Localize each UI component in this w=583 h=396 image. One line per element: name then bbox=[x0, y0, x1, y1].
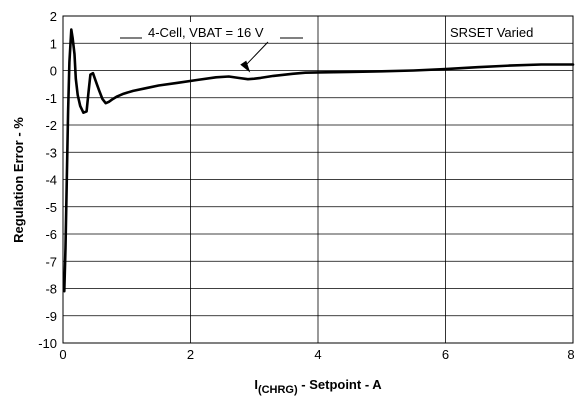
y-axis-title: Regulation Error - % bbox=[11, 117, 26, 243]
x-tick-label: 4 bbox=[314, 347, 321, 362]
x-axis-title-rest: - Setpoint - A bbox=[298, 377, 383, 392]
x-tick-label: 2 bbox=[187, 347, 194, 362]
y-tick-label: -10 bbox=[38, 336, 57, 351]
annotation-text: 4-Cell, VBAT = 16 V bbox=[148, 25, 264, 40]
y-tick-label: 1 bbox=[50, 36, 57, 51]
y-tick-label: -4 bbox=[45, 173, 57, 188]
y-tick-label: -8 bbox=[45, 282, 57, 297]
y-tick-label: -2 bbox=[45, 118, 57, 133]
legend-background bbox=[446, 22, 558, 42]
y-tick-labels: 2 1 0 -1 -2 -3 -4 -5 -6 -7 -8 -9 -10 bbox=[38, 9, 57, 351]
x-tick-label: 8 bbox=[567, 347, 574, 362]
annotation-arrowhead bbox=[240, 60, 251, 73]
y-tick-label: -1 bbox=[45, 91, 57, 106]
y-tick-label: -7 bbox=[45, 254, 57, 269]
x-tick-labels: 0 2 4 6 8 bbox=[59, 347, 574, 362]
x-axis-title: I(CHRG) - Setpoint - A bbox=[254, 377, 382, 396]
x-axis-title-subscript: (CHRG) bbox=[258, 384, 298, 396]
grid bbox=[62, 15, 574, 344]
x-tick-label: 0 bbox=[59, 347, 66, 362]
y-tick-label: -6 bbox=[45, 227, 57, 242]
y-tick-label: 2 bbox=[50, 9, 57, 24]
y-tick-label: -9 bbox=[45, 309, 57, 324]
annotation-background bbox=[142, 22, 308, 42]
annotation-arrow bbox=[245, 41, 269, 66]
y-tick-label: 0 bbox=[50, 64, 57, 79]
legend-text: SRSET Varied bbox=[450, 25, 533, 40]
y-tick-label: -5 bbox=[45, 200, 57, 215]
x-tick-label: 6 bbox=[442, 347, 449, 362]
series-line-regulation-error bbox=[63, 28, 575, 293]
y-tick-label: -3 bbox=[45, 145, 57, 160]
x-axis-title-main: I bbox=[254, 377, 258, 392]
